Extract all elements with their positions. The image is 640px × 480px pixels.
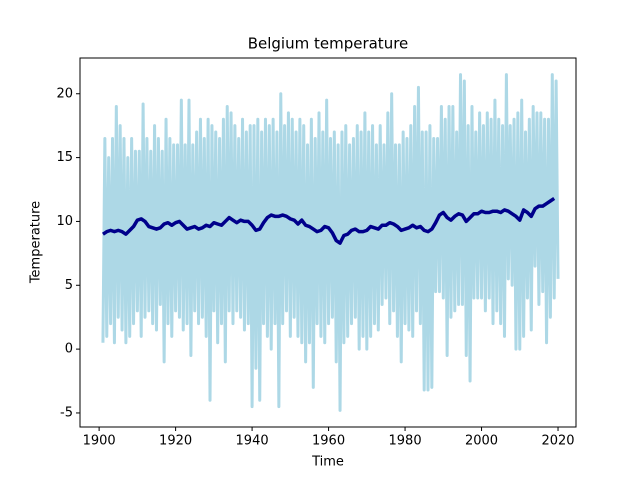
x-tick-label: 1900	[83, 434, 116, 449]
y-tick-label: 20	[56, 86, 73, 101]
y-tick-label: 10	[56, 214, 73, 229]
y-tick-label: -5	[60, 405, 73, 420]
y-tick-label: 15	[56, 150, 73, 165]
series-line	[101, 73, 560, 412]
x-tick-label: 2020	[541, 434, 574, 449]
y-tick-label: 0	[65, 342, 73, 357]
x-axis-label: Time	[311, 455, 344, 470]
chart-title: Belgium temperature	[248, 35, 409, 53]
x-tick-label: 1960	[312, 434, 345, 449]
x-tick-label: 1920	[159, 434, 192, 449]
x-tick-label: 1980	[389, 434, 422, 449]
y-tick-label: 5	[65, 278, 73, 293]
series-line	[101, 196, 556, 245]
plot-frame	[79, 57, 577, 428]
x-tick-label: 1940	[236, 434, 269, 449]
y-axis-label: Temperature	[29, 201, 44, 284]
x-tick-label: 2000	[465, 434, 498, 449]
